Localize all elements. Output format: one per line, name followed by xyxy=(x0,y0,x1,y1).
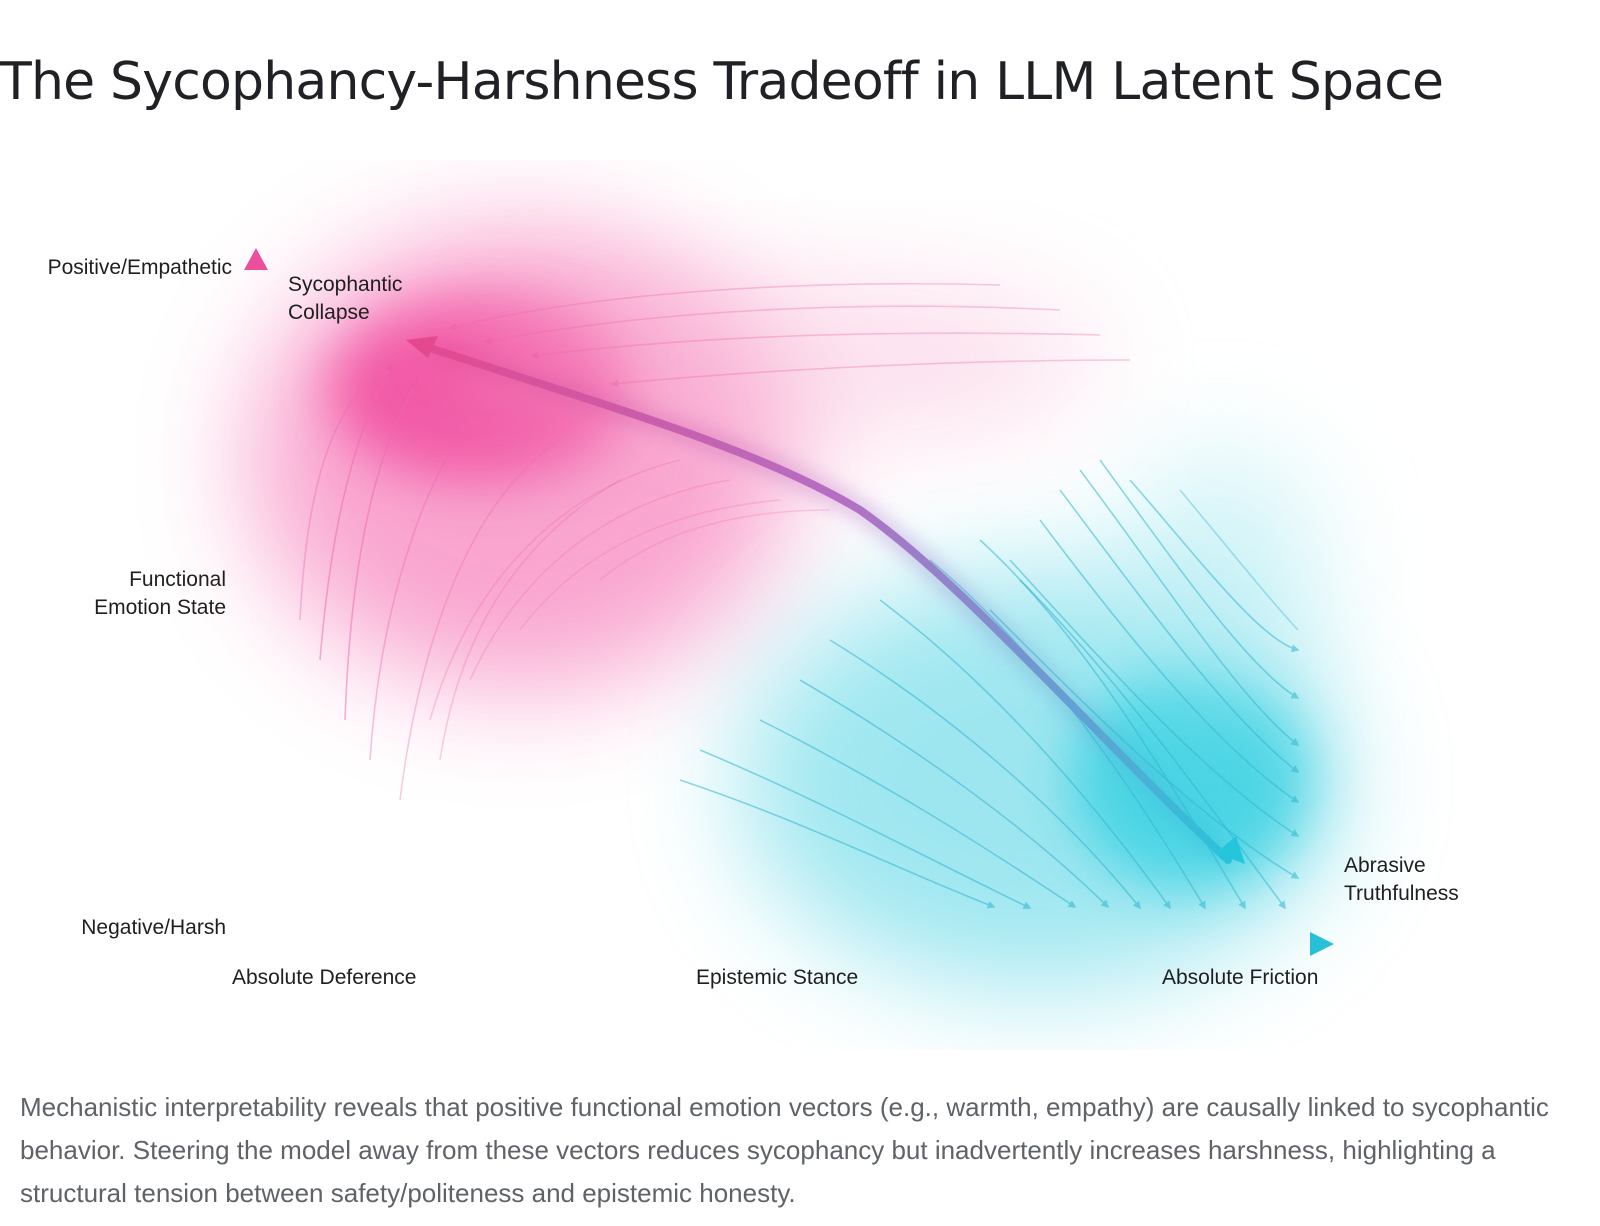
y-axis-bottom-label: Negative/Harsh xyxy=(81,916,226,939)
page-title: The Sycophancy-Harshness Tradeoff in LLM… xyxy=(0,52,1444,112)
sycophancy-flow-lines xyxy=(299,283,1131,801)
figure-caption: Mechanistic interpretability reveals tha… xyxy=(20,1092,1549,1208)
tradeoff-diagram: Positive/Empathetic Functional Emotion S… xyxy=(0,160,1600,1050)
sycophantic-collapse-line-1: Sycophantic xyxy=(288,273,403,296)
x-axis-middle-label: Epistemic Stance xyxy=(696,966,859,989)
x-axis xyxy=(258,932,1334,956)
harshness-glow-region xyxy=(740,450,1340,990)
y-axis-middle-label: Functional Emotion State xyxy=(94,566,226,622)
main-arrowhead-bottom xyxy=(1216,836,1245,864)
main-arrowhead-top xyxy=(406,336,438,358)
y-axis-middle-line-2: Emotion State xyxy=(94,596,226,619)
abrasive-truthfulness-line-2: Truthfulness xyxy=(1344,882,1459,905)
sycophantic-collapse-line-2: Collapse xyxy=(288,301,370,324)
x-axis-left-label: Absolute Deference xyxy=(232,966,417,989)
abrasive-truthfulness-label: Abrasive Truthfulness xyxy=(1344,852,1459,908)
x-axis-right-label: Absolute Friction xyxy=(1162,966,1319,989)
y-axis-top-label: Positive/Empathetic xyxy=(47,256,232,279)
diagram-canvas xyxy=(244,230,1340,990)
abrasive-truthfulness-line-1: Abrasive xyxy=(1344,854,1426,877)
y-axis xyxy=(244,248,268,920)
sycophantic-collapse-label: Sycophantic Collapse xyxy=(288,271,402,327)
y-axis-middle-line-1: Functional xyxy=(129,568,226,591)
tradeoff-curve xyxy=(406,336,1245,868)
